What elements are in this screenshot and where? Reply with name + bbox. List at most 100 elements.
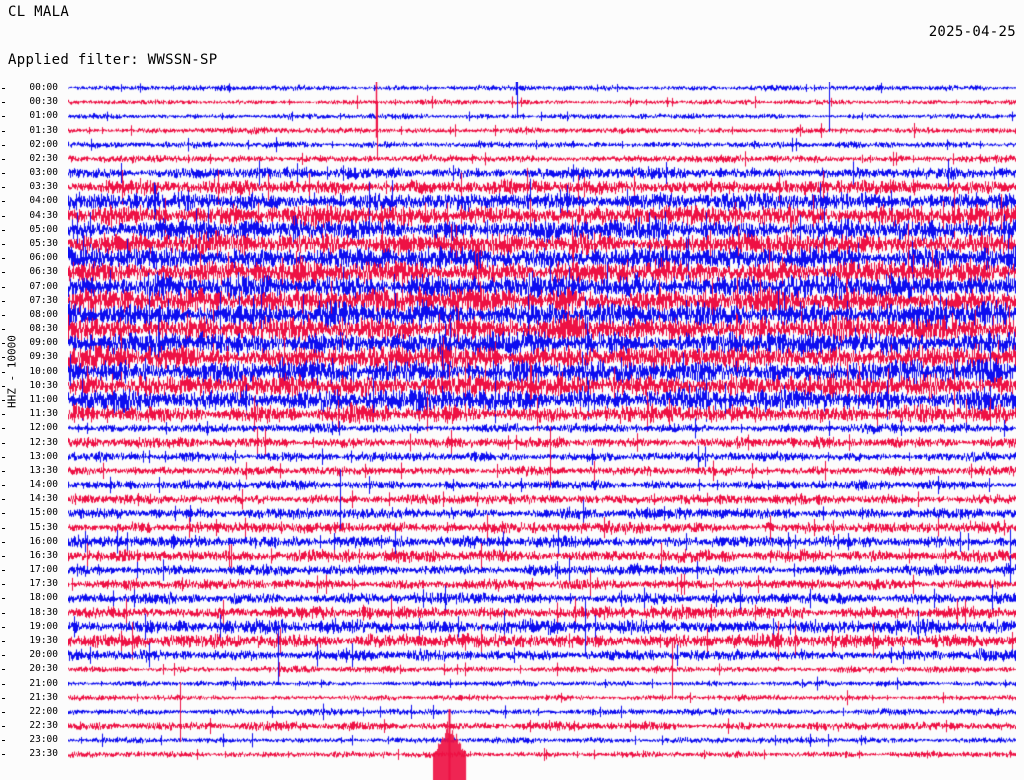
time-label: 23:00 (29, 734, 58, 746)
time-label: 05:00 (29, 223, 58, 235)
time-label: 05:30 (29, 237, 58, 249)
time-tick (2, 173, 5, 174)
time-label: 06:30 (29, 266, 58, 278)
time-tick (2, 598, 5, 599)
time-tick (2, 216, 5, 217)
time-label: 08:00 (29, 308, 58, 320)
time-tick (2, 669, 5, 670)
time-label: 04:00 (29, 195, 58, 207)
time-label: 03:00 (29, 167, 58, 179)
seismogram-trace-canvas (68, 82, 1016, 780)
time-tick (2, 485, 5, 486)
time-tick (2, 244, 5, 245)
record-date: 2025-04-25 (928, 24, 1016, 40)
time-tick (2, 570, 5, 571)
time-label: 21:00 (29, 677, 58, 689)
time-label: 03:30 (29, 181, 58, 193)
time-tick (2, 315, 5, 316)
time-tick (2, 131, 5, 132)
time-tick (2, 88, 5, 89)
time-tick (2, 641, 5, 642)
time-label: 14:00 (29, 479, 58, 491)
time-tick (2, 272, 5, 273)
time-tick (2, 556, 5, 557)
time-label: 01:30 (29, 124, 58, 136)
time-tick (2, 499, 5, 500)
time-tick (2, 386, 5, 387)
time-label: 06:00 (29, 252, 58, 264)
time-label: 11:00 (29, 393, 58, 405)
time-label: 17:30 (29, 578, 58, 590)
time-tick (2, 343, 5, 344)
time-label: 02:30 (29, 152, 58, 164)
time-tick (2, 159, 5, 160)
time-tick (2, 726, 5, 727)
time-label: 09:30 (29, 351, 58, 363)
time-axis: 00:00 00:30 01:00 01:30 02:00 02:30 03:00 03:30… (0, 0, 66, 780)
time-tick (2, 655, 5, 656)
time-label: 16:30 (29, 549, 58, 561)
time-tick (2, 528, 5, 529)
time-tick (2, 428, 5, 429)
time-label: 20:00 (29, 649, 58, 661)
time-tick (2, 145, 5, 146)
time-label: 16:00 (29, 535, 58, 547)
time-label: 15:30 (29, 521, 58, 533)
time-tick (2, 414, 5, 415)
time-label: 07:30 (29, 294, 58, 306)
time-label: 01:00 (29, 110, 58, 122)
time-label: 12:00 (29, 422, 58, 434)
time-label: 14:30 (29, 493, 58, 505)
time-tick (2, 627, 5, 628)
time-tick (2, 684, 5, 685)
time-tick (2, 740, 5, 741)
time-tick (2, 457, 5, 458)
time-tick (2, 443, 5, 444)
time-label: 18:30 (29, 606, 58, 618)
time-tick (2, 712, 5, 713)
time-tick (2, 301, 5, 302)
time-tick (2, 471, 5, 472)
seismogram-plot (68, 82, 1016, 780)
time-tick (2, 230, 5, 231)
time-label: 00:00 (29, 82, 58, 93)
time-label: 19:30 (29, 635, 58, 647)
time-tick (2, 187, 5, 188)
time-label: 00:30 (29, 96, 58, 108)
time-label: 22:30 (29, 720, 58, 732)
time-label: 15:00 (29, 507, 58, 519)
time-tick (2, 201, 5, 202)
time-label: 19:00 (29, 620, 58, 632)
time-tick (2, 754, 5, 755)
applied-filter-label: Applied filter: WWSSN-SP (8, 52, 218, 68)
time-tick (2, 116, 5, 117)
time-label: 11:30 (29, 408, 58, 420)
time-label: 13:00 (29, 450, 58, 462)
time-tick (2, 400, 5, 401)
time-label: 20:30 (29, 663, 58, 675)
time-label: 09:00 (29, 337, 58, 349)
time-label: 04:30 (29, 209, 58, 221)
time-tick (2, 613, 5, 614)
time-label: 02:00 (29, 138, 58, 150)
time-tick (2, 357, 5, 358)
time-tick (2, 513, 5, 514)
time-label: 07:00 (29, 280, 58, 292)
time-tick (2, 102, 5, 103)
time-label: 13:30 (29, 464, 58, 476)
time-tick (2, 698, 5, 699)
time-label: 17:00 (29, 564, 58, 576)
time-tick (2, 584, 5, 585)
time-tick (2, 372, 5, 373)
time-label: 21:30 (29, 691, 58, 703)
time-label: 08:30 (29, 323, 58, 335)
time-label: 10:00 (29, 365, 58, 377)
station-name: CL MALA (8, 4, 70, 20)
time-tick (2, 542, 5, 543)
time-tick (2, 329, 5, 330)
time-tick (2, 258, 5, 259)
time-label: 22:00 (29, 705, 58, 717)
time-label: 10:30 (29, 379, 58, 391)
time-label: 18:00 (29, 592, 58, 604)
